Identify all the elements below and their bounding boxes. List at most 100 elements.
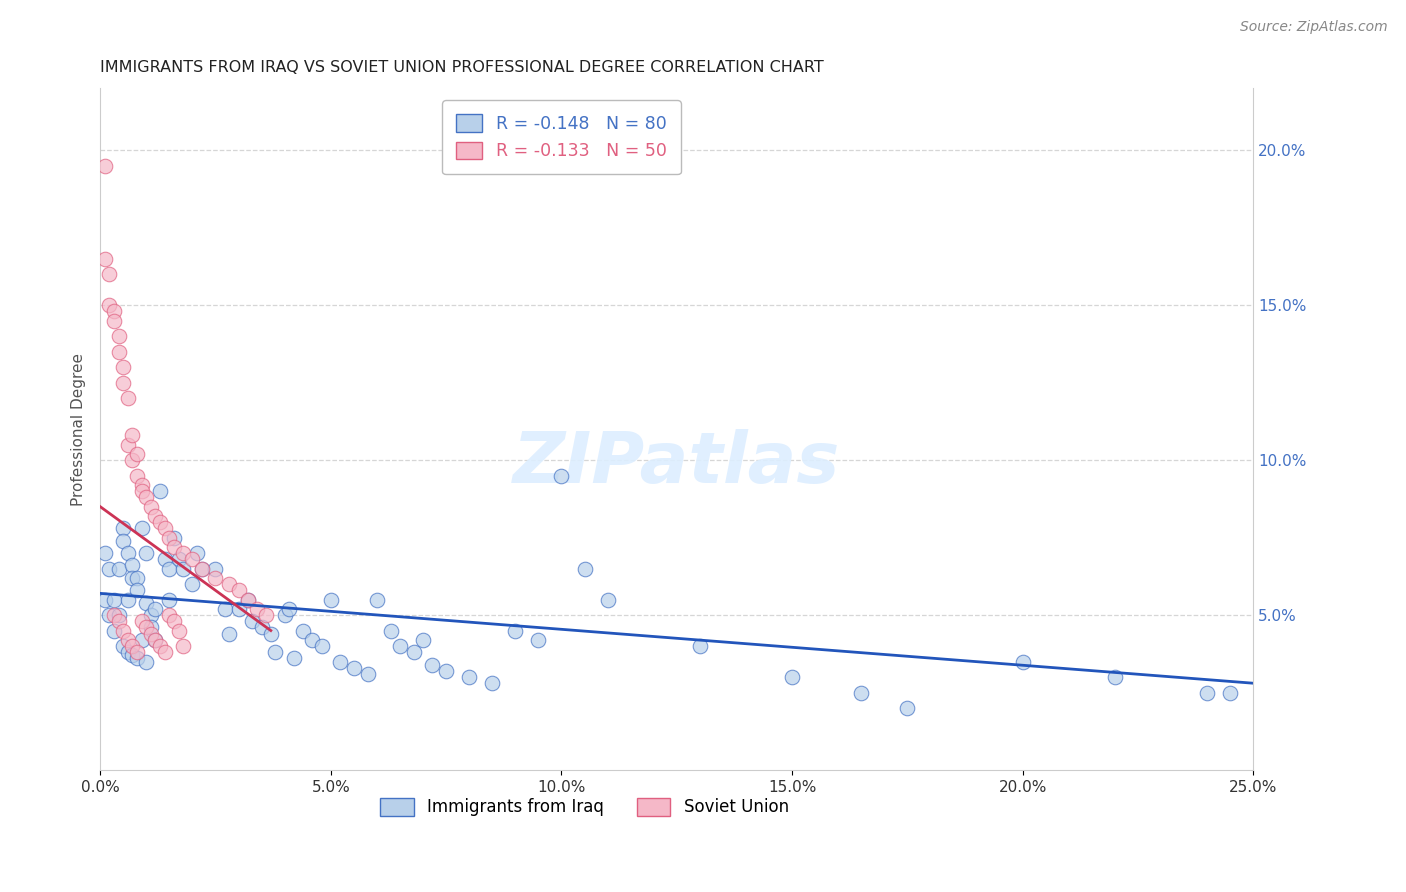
- Point: [172, 546, 194, 560]
- Point: [93, 546, 115, 560]
- Point: [117, 632, 139, 647]
- Point: [98, 561, 121, 575]
- Point: [157, 531, 180, 545]
- Point: [240, 614, 263, 628]
- Point: [596, 592, 619, 607]
- Point: [343, 661, 366, 675]
- Point: [135, 491, 157, 505]
- Point: [107, 614, 129, 628]
- Point: [260, 626, 283, 640]
- Point: [139, 620, 162, 634]
- Point: [98, 608, 121, 623]
- Point: [117, 437, 139, 451]
- Point: [780, 670, 803, 684]
- Point: [181, 552, 204, 566]
- Point: [121, 428, 143, 442]
- Point: [214, 602, 236, 616]
- Point: [153, 521, 176, 535]
- Point: [145, 632, 167, 647]
- Point: [117, 645, 139, 659]
- Point: [107, 561, 129, 575]
- Point: [278, 602, 301, 616]
- Point: [107, 608, 129, 623]
- Point: [218, 626, 240, 640]
- Point: [163, 540, 186, 554]
- Point: [388, 639, 411, 653]
- Point: [218, 577, 240, 591]
- Point: [139, 608, 162, 623]
- Point: [1197, 685, 1219, 699]
- Point: [139, 500, 162, 514]
- Point: [172, 639, 194, 653]
- Point: [412, 632, 434, 647]
- Point: [550, 468, 572, 483]
- Point: [117, 546, 139, 560]
- Point: [112, 624, 135, 638]
- Point: [131, 614, 153, 628]
- Point: [689, 639, 711, 653]
- Point: [121, 571, 143, 585]
- Point: [125, 447, 148, 461]
- Point: [505, 624, 527, 638]
- Point: [121, 558, 143, 573]
- Point: [131, 484, 153, 499]
- Point: [254, 608, 277, 623]
- Point: [366, 592, 388, 607]
- Point: [145, 508, 167, 523]
- Point: [311, 639, 333, 653]
- Point: [121, 453, 143, 467]
- Point: [1104, 670, 1126, 684]
- Point: [135, 655, 157, 669]
- Point: [380, 624, 402, 638]
- Point: [139, 626, 162, 640]
- Point: [236, 592, 259, 607]
- Point: [112, 376, 135, 390]
- Point: [93, 252, 115, 266]
- Point: [149, 639, 172, 653]
- Point: [112, 521, 135, 535]
- Point: [236, 592, 259, 607]
- Point: [112, 360, 135, 375]
- Legend: Immigrants from Iraq, Soviet Union: Immigrants from Iraq, Soviet Union: [374, 791, 796, 823]
- Point: [153, 645, 176, 659]
- Point: [273, 608, 295, 623]
- Point: [107, 329, 129, 343]
- Point: [107, 344, 129, 359]
- Point: [264, 645, 287, 659]
- Point: [103, 304, 125, 318]
- Point: [163, 614, 186, 628]
- Point: [125, 645, 148, 659]
- Point: [121, 639, 143, 653]
- Point: [135, 596, 157, 610]
- Point: [125, 468, 148, 483]
- Point: [103, 592, 125, 607]
- Point: [163, 531, 186, 545]
- Point: [181, 577, 204, 591]
- Point: [157, 592, 180, 607]
- Point: [204, 571, 226, 585]
- Point: [1011, 655, 1033, 669]
- Point: [93, 592, 115, 607]
- Point: [204, 561, 226, 575]
- Point: [481, 676, 503, 690]
- Point: [121, 648, 143, 663]
- Point: [153, 552, 176, 566]
- Point: [131, 632, 153, 647]
- Y-axis label: Professional Degree: Professional Degree: [72, 352, 86, 506]
- Point: [135, 546, 157, 560]
- Point: [131, 521, 153, 535]
- Point: [145, 632, 167, 647]
- Point: [98, 298, 121, 312]
- Point: [228, 602, 250, 616]
- Point: [149, 484, 172, 499]
- Text: ZIPatlas: ZIPatlas: [513, 429, 841, 498]
- Point: [574, 561, 596, 575]
- Point: [283, 651, 305, 665]
- Point: [117, 592, 139, 607]
- Point: [357, 667, 380, 681]
- Point: [167, 552, 190, 566]
- Point: [851, 685, 873, 699]
- Point: [301, 632, 323, 647]
- Point: [145, 602, 167, 616]
- Text: IMMIGRANTS FROM IRAQ VS SOVIET UNION PROFESSIONAL DEGREE CORRELATION CHART: IMMIGRANTS FROM IRAQ VS SOVIET UNION PRO…: [100, 60, 824, 75]
